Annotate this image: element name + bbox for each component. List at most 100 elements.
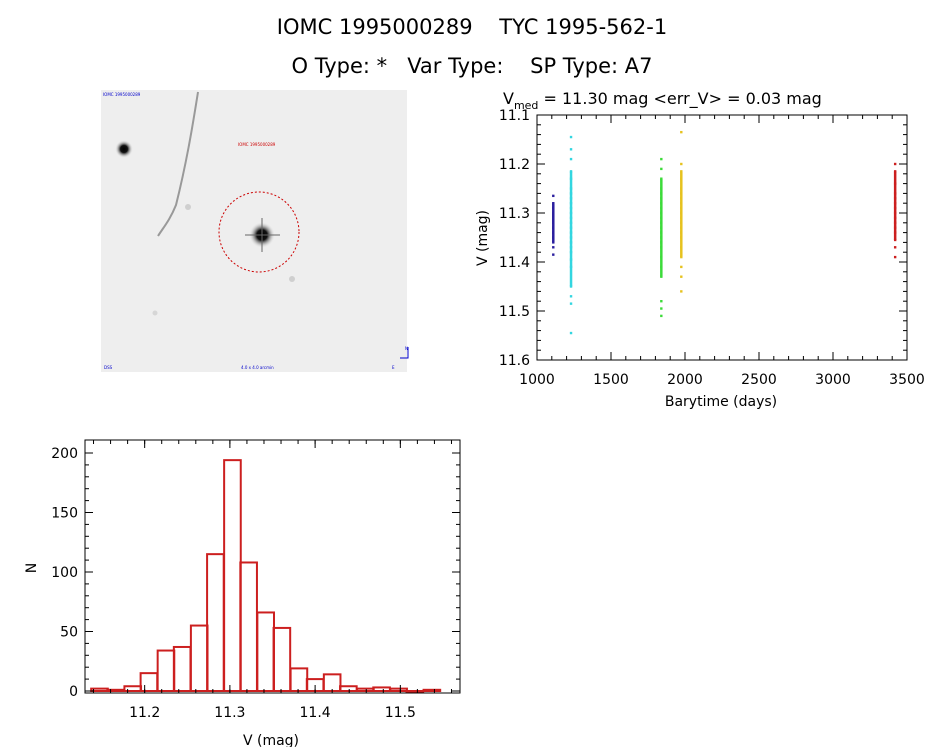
data-point-season3 bbox=[660, 265, 663, 269]
data-point-season1 bbox=[552, 221, 555, 224]
data-point-season3 bbox=[660, 206, 663, 210]
data-point-season2 bbox=[569, 197, 573, 200]
y-tick-label: 100 bbox=[51, 565, 78, 581]
data-point-season2 bbox=[569, 211, 573, 215]
data-point-season4 bbox=[680, 236, 683, 239]
data-point-season2 bbox=[569, 192, 573, 195]
data-point-season5 bbox=[893, 170, 897, 173]
data-point-season1 bbox=[552, 253, 555, 256]
data-point-season3 bbox=[660, 307, 663, 310]
data-point-season4 bbox=[680, 187, 683, 190]
data-point-season4 bbox=[680, 130, 683, 134]
data-point-season1 bbox=[552, 219, 555, 222]
data-point-season4 bbox=[680, 211, 683, 215]
data-point-season3 bbox=[660, 226, 663, 229]
data-point-season5 bbox=[893, 238, 897, 242]
histogram-bar bbox=[172, 645, 192, 692]
data-point-season1 bbox=[552, 216, 555, 220]
data-point-season5 bbox=[893, 231, 897, 234]
histogram-bar bbox=[206, 553, 225, 693]
data-point-season2 bbox=[569, 177, 573, 180]
data-point-season3 bbox=[660, 202, 663, 205]
y-tick-label: 50 bbox=[60, 625, 78, 641]
data-point-season3 bbox=[660, 236, 663, 239]
data-point-season4 bbox=[680, 216, 683, 220]
data-point-season3 bbox=[660, 275, 663, 278]
data-point-season4 bbox=[680, 170, 683, 173]
data-point-season5 bbox=[893, 255, 897, 259]
data-point-season4 bbox=[680, 246, 683, 249]
data-point-season4 bbox=[680, 275, 683, 278]
data-point-season3 bbox=[660, 216, 663, 220]
data-point-season2 bbox=[569, 202, 573, 205]
data-point-season3 bbox=[660, 221, 663, 224]
data-point-season4 bbox=[680, 192, 683, 195]
histogram-xlabel: V (mag) bbox=[243, 733, 299, 747]
data-point-season4 bbox=[680, 202, 683, 205]
sky-label-compass-n: N bbox=[405, 346, 408, 351]
data-point-season3 bbox=[660, 241, 663, 244]
data-point-season1 bbox=[552, 206, 555, 210]
x-tick-label: 11.4 bbox=[300, 705, 331, 721]
light-curve-title-subscript: med bbox=[514, 99, 538, 112]
y-tick-label: 11.1 bbox=[499, 108, 530, 124]
sky-label-bottom-left: DSS bbox=[104, 365, 113, 370]
sky-label-bottom-right: E bbox=[392, 365, 395, 370]
data-point-season3 bbox=[660, 187, 663, 190]
light-curve-title-rest: = 11.30 mag <err_V> = 0.03 mag bbox=[538, 89, 821, 109]
x-tick-label: 2500 bbox=[741, 372, 777, 388]
histogram-bar bbox=[272, 626, 292, 692]
data-point-season2 bbox=[569, 231, 573, 234]
x-tick-label: 2000 bbox=[667, 372, 703, 388]
y-tick-label: 11.5 bbox=[499, 304, 530, 320]
data-point-season2 bbox=[569, 236, 573, 239]
light-curve-title-prefix: V bbox=[503, 89, 514, 108]
histogram-bar bbox=[289, 667, 309, 693]
data-point-season3 bbox=[660, 255, 663, 259]
histogram-bar bbox=[139, 672, 159, 693]
faint-star bbox=[185, 204, 191, 210]
x-tick-label: 11.5 bbox=[385, 705, 416, 721]
data-point-season3 bbox=[660, 231, 663, 234]
data-point-season1 bbox=[552, 202, 555, 205]
light-curve-title: Vmed = 11.30 mag <err_V> = 0.03 mag bbox=[503, 89, 822, 112]
data-point-season2 bbox=[569, 251, 573, 254]
y-tick-label: 150 bbox=[51, 506, 78, 522]
histogram-frame bbox=[84, 439, 461, 694]
y-tick-label: 200 bbox=[51, 446, 78, 462]
data-point-season1 bbox=[552, 241, 555, 244]
satellite-trail bbox=[157, 91, 199, 237]
histogram-ylabel: N bbox=[24, 563, 40, 573]
data-point-season2 bbox=[569, 331, 573, 335]
data-point-season2 bbox=[569, 148, 573, 151]
data-point-season4 bbox=[680, 206, 683, 210]
data-point-season5 bbox=[893, 221, 897, 224]
data-point-season2 bbox=[569, 226, 573, 229]
data-point-season2 bbox=[569, 216, 573, 220]
data-point-season3 bbox=[660, 300, 663, 303]
data-point-season4 bbox=[680, 226, 683, 229]
data-point-season2 bbox=[569, 187, 573, 190]
data-point-season5 bbox=[893, 202, 897, 205]
data-point-season3 bbox=[660, 197, 663, 200]
data-point-season2 bbox=[569, 302, 573, 305]
histogram-bar bbox=[356, 687, 375, 692]
histogram-bar bbox=[389, 687, 408, 692]
histogram-bar bbox=[322, 673, 342, 693]
sky-label-target: IOMC 1995000289 bbox=[238, 142, 276, 147]
faint-star bbox=[289, 276, 295, 282]
data-point-season5 bbox=[893, 211, 897, 215]
data-point-season3 bbox=[660, 192, 663, 195]
y-tick-label: 11.2 bbox=[499, 157, 530, 173]
data-point-season5 bbox=[893, 206, 897, 210]
data-point-season2 bbox=[569, 157, 573, 161]
data-point-season5 bbox=[893, 162, 897, 166]
histogram-bar bbox=[405, 690, 425, 693]
data-point-season2 bbox=[569, 265, 573, 269]
data-point-season1 bbox=[552, 226, 555, 229]
field-star bbox=[115, 140, 133, 158]
sky-label-bottom-center: 4.0 x 4.0 arcmin bbox=[241, 365, 274, 370]
light-curve-xlabel: Barytime (days) bbox=[665, 394, 777, 410]
data-point-season2 bbox=[569, 135, 573, 139]
